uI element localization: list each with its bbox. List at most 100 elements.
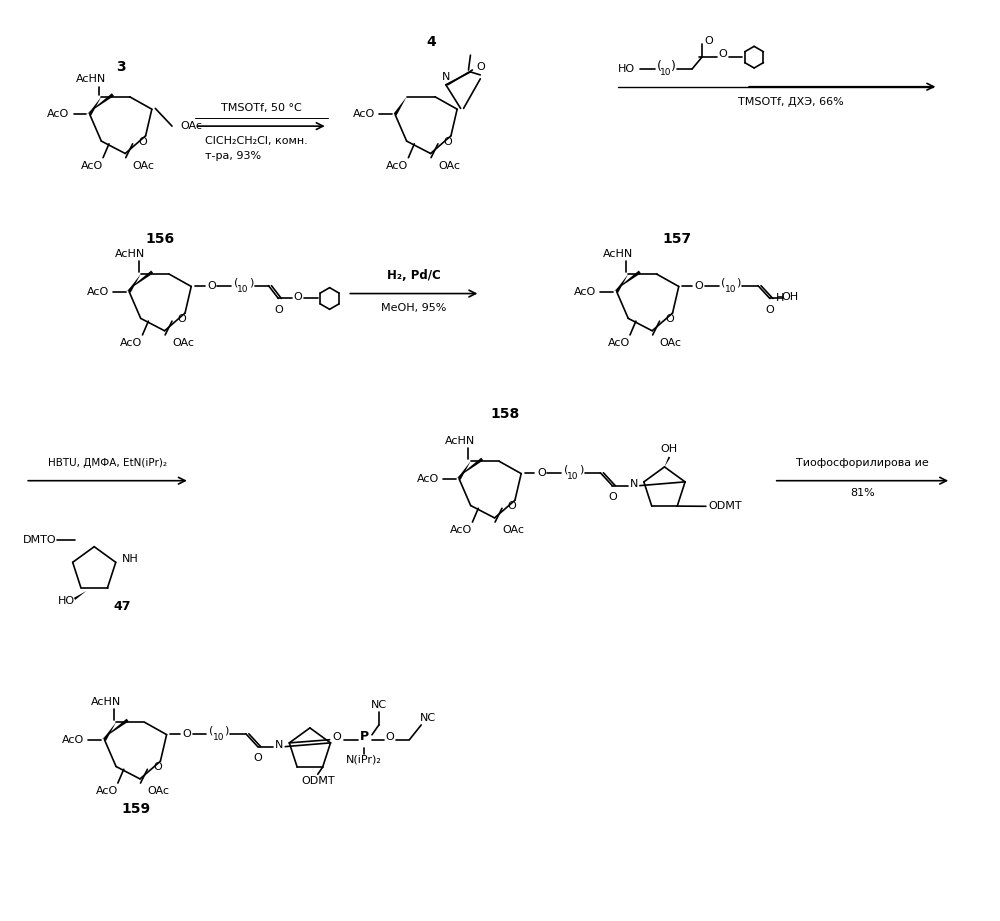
Text: AcHN: AcHN: [76, 74, 106, 84]
Text: Тиофосфорилирова ие: Тиофосфорилирова ие: [796, 458, 929, 468]
Polygon shape: [615, 274, 628, 293]
Text: 3: 3: [116, 60, 126, 74]
Text: N: N: [442, 72, 450, 82]
Text: O: O: [178, 314, 186, 324]
Text: (: (: [564, 465, 568, 475]
Text: AcO: AcO: [120, 338, 142, 348]
Text: O: O: [274, 305, 283, 315]
Polygon shape: [613, 271, 641, 292]
Text: (: (: [209, 726, 214, 736]
Text: 158: 158: [490, 407, 520, 421]
Text: 159: 159: [121, 801, 150, 816]
Text: O: O: [332, 732, 341, 741]
Text: AcHN: AcHN: [115, 250, 145, 259]
Text: AcHN: AcHN: [603, 250, 633, 259]
Text: O: O: [294, 292, 302, 301]
Polygon shape: [74, 591, 86, 600]
Text: DMTO: DMTO: [23, 535, 57, 545]
Text: AcO: AcO: [574, 286, 597, 297]
Text: NH: NH: [122, 554, 139, 565]
Text: ): ): [249, 278, 253, 287]
Text: AcO: AcO: [81, 160, 103, 170]
Polygon shape: [664, 457, 670, 467]
Text: O: O: [537, 468, 546, 478]
Polygon shape: [128, 274, 141, 293]
Polygon shape: [101, 718, 129, 740]
Polygon shape: [86, 93, 114, 114]
Text: N: N: [275, 740, 284, 750]
Text: AcHN: AcHN: [445, 437, 475, 447]
Text: ODMT: ODMT: [709, 501, 742, 511]
Text: 10: 10: [725, 286, 736, 294]
Text: AcO: AcO: [386, 160, 408, 170]
Text: O: O: [665, 314, 674, 324]
Text: O: O: [695, 281, 703, 291]
Text: т-ра, 93%: т-ра, 93%: [205, 151, 261, 160]
Text: O: O: [138, 137, 147, 147]
Text: NC: NC: [371, 700, 387, 710]
Text: OAc: OAc: [133, 160, 155, 170]
Text: 10: 10: [660, 68, 671, 77]
Text: AcO: AcO: [87, 286, 109, 297]
Text: O: O: [704, 37, 713, 46]
Text: TMSOTf, ДХЭ, 66%: TMSOTf, ДХЭ, 66%: [738, 97, 843, 107]
Polygon shape: [394, 97, 407, 115]
Text: HO: HO: [618, 64, 635, 74]
Text: AcHN: AcHN: [91, 697, 121, 707]
Text: 47: 47: [113, 600, 131, 613]
Text: 157: 157: [663, 232, 692, 247]
Text: ): ): [671, 60, 676, 73]
Text: O: O: [718, 49, 727, 59]
Text: ODMT: ODMT: [301, 776, 335, 787]
Text: 10: 10: [237, 286, 249, 294]
Text: P: P: [360, 730, 369, 743]
Text: OAc: OAc: [438, 160, 460, 170]
Text: H₂, Pd/C: H₂, Pd/C: [387, 269, 441, 283]
Text: O: O: [507, 501, 516, 511]
Text: ClCH₂CH₂Cl, комн.: ClCH₂CH₂Cl, комн.: [205, 136, 307, 146]
Polygon shape: [103, 722, 116, 740]
Text: NC: NC: [420, 713, 436, 723]
Text: (: (: [657, 60, 662, 73]
Text: OAc: OAc: [180, 122, 202, 131]
Text: OAc: OAc: [147, 786, 169, 796]
Text: O: O: [608, 493, 617, 503]
Text: O: O: [182, 729, 191, 739]
Text: AcO: AcO: [353, 110, 375, 120]
Text: O: O: [153, 763, 162, 773]
Text: H: H: [776, 294, 784, 304]
Text: TMSOTf, 50 °C: TMSOTf, 50 °C: [221, 103, 302, 113]
Text: ): ): [224, 726, 228, 736]
Text: AcO: AcO: [608, 338, 630, 348]
Text: (: (: [721, 278, 726, 287]
Text: N(iPr)₂: N(iPr)₂: [346, 754, 382, 764]
Polygon shape: [126, 271, 153, 292]
Text: O: O: [253, 753, 262, 764]
Text: (: (: [234, 278, 238, 287]
Text: AcO: AcO: [96, 786, 118, 796]
Text: O: O: [765, 305, 774, 315]
Text: AcO: AcO: [450, 525, 472, 535]
Text: OH: OH: [781, 292, 798, 301]
Text: OAc: OAc: [172, 338, 194, 348]
Text: AcO: AcO: [62, 735, 84, 745]
Polygon shape: [456, 458, 483, 479]
Text: O: O: [443, 137, 452, 147]
Text: OAc: OAc: [660, 338, 682, 348]
Text: OAc: OAc: [502, 525, 524, 535]
Text: HBTU, ДМФА, EtN(iPr)₂: HBTU, ДМФА, EtN(iPr)₂: [48, 458, 167, 468]
Text: OH: OH: [661, 444, 678, 454]
Text: O: O: [207, 281, 216, 291]
Text: 10: 10: [213, 733, 224, 742]
Text: MeOH, 95%: MeOH, 95%: [381, 303, 447, 313]
Text: 4: 4: [426, 35, 436, 50]
Text: AcO: AcO: [417, 473, 439, 484]
Text: ): ): [579, 465, 583, 475]
Text: 81%: 81%: [850, 487, 875, 497]
Text: 10: 10: [567, 472, 579, 482]
Text: AcO: AcO: [47, 110, 70, 120]
Polygon shape: [88, 97, 101, 115]
Text: O: O: [476, 62, 485, 72]
Text: HO: HO: [57, 596, 75, 606]
Polygon shape: [458, 461, 471, 480]
